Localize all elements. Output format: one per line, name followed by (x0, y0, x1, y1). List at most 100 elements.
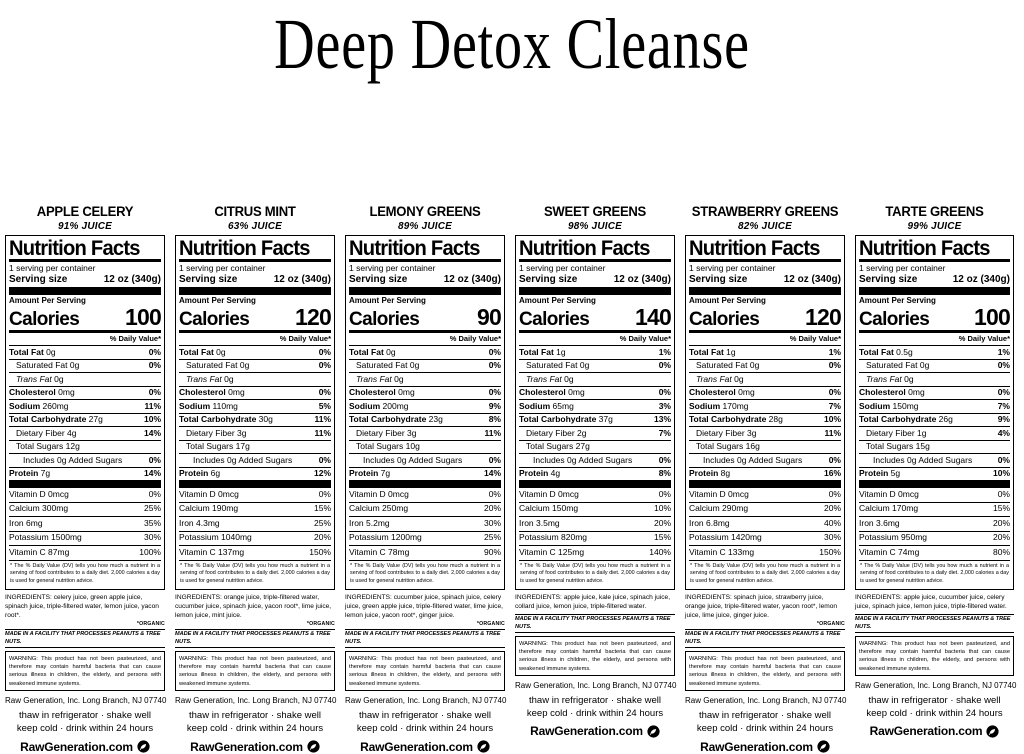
vitamin-row: Calcium 170mg 15% (859, 501, 1010, 516)
vitamin-row: Vitamin D 0mcg 0% (179, 488, 331, 501)
thick-divider (9, 286, 161, 295)
nutrient-daily-value: 0% (148, 360, 161, 371)
nutrient-row: Includes 0g Added Sugars 0% (519, 453, 671, 466)
nutrient-amount: 260mg (42, 400, 69, 411)
nutrient-daily-value: 1% (828, 346, 841, 357)
nutrient-daily-value: 0% (488, 387, 501, 398)
vitamin-label: Calcium 170mg (859, 503, 919, 514)
nutrient-name: Total Carbohydrate (349, 414, 427, 425)
vitamin-label: Iron 3.6mg (859, 517, 900, 528)
vitamin-row: Potassium 1420mg 30% (689, 530, 841, 545)
nutrition-facts-box: Nutrition Facts 1 serving per container Se… (855, 234, 1014, 590)
nutrient-amount: 0g (239, 360, 250, 371)
website-url[interactable]: RawGeneration.com (190, 739, 303, 754)
nutrient-name: Trans Fat (866, 373, 902, 384)
vitamin-row: Iron 5.2mg 30% (349, 516, 501, 530)
vitamin-row: Iron 6mg 35% (9, 516, 161, 530)
ingredients-heading: INGREDIENTS: (175, 593, 224, 601)
nutrition-label-panel: LEMONY GREENS 89% JUICE Nutrition Facts 1 s… (340, 204, 510, 754)
nutrient-name: Protein (9, 468, 39, 479)
vitamin-row: Vitamin C 74mg 80% (859, 545, 1010, 559)
nutrient-name: Cholesterol (859, 387, 906, 398)
nutrient-label: Saturated Fat 0g (16, 360, 79, 371)
amount-per-serving-label: Amount Per Serving (689, 295, 766, 305)
calories-label: Calories (689, 309, 760, 331)
nutrient-amount: 0mg (228, 387, 245, 398)
vitamin-row: Vitamin C 137mg 150% (179, 545, 331, 559)
flavor-name: STRAWBERRY GREENS (691, 204, 839, 219)
nutrient-amount: 3g (747, 427, 757, 438)
nutrient-row: Total Fat 0.5g 1% (859, 345, 1010, 358)
facility-allergen-note: MADE IN A FACILITY THAT PROCESSES PEANUT… (685, 628, 845, 649)
nutrient-daily-value: 14% (143, 427, 161, 438)
nutrient-daily-value: 9% (488, 400, 501, 411)
serving-size-value: 12 oz (340g) (952, 273, 1010, 285)
nutrient-name: Trans Fat (16, 373, 52, 384)
vitamin-row: Calcium 190mg 15% (179, 501, 331, 516)
website-url[interactable]: RawGeneration.com (700, 739, 813, 754)
serving-size-label: Serving size (689, 273, 748, 285)
nutrient-amount: 0g (734, 373, 744, 384)
nutrient-label: Includes 0g Added Sugars (873, 455, 972, 466)
website-url[interactable]: RawGeneration.com (869, 724, 983, 739)
website-url[interactable]: RawGeneration.com (20, 739, 133, 754)
vitamin-label: Calcium 190mg (179, 503, 239, 514)
vitamin-label: Vitamin D 0mcg (689, 488, 749, 499)
warning-box: WARNING: This product has not been paste… (515, 636, 675, 677)
ingredients-heading: INGREDIENTS: (345, 593, 394, 601)
nutrient-name: Cholesterol (179, 387, 226, 398)
nutrient-name: Includes 0g Added Sugars (873, 454, 973, 465)
nutrient-label: Total Fat 0g (9, 347, 56, 358)
nutrient-row: Total Carbohydrate 30g 11% (179, 412, 331, 426)
vitamin-label: Iron 6.8mg (689, 517, 730, 528)
nutrient-daily-value: 1% (997, 346, 1010, 357)
nutrient-row: Protein 8g 16% (689, 466, 841, 480)
nutrient-row: Cholesterol 0mg 0% (519, 385, 671, 399)
website-row: RawGeneration.com (515, 720, 675, 738)
nutrition-labels-row: APPLE CELERY 91% JUICE Nutrition Facts 1 se… (0, 204, 1024, 754)
website-url[interactable]: RawGeneration.com (360, 739, 473, 754)
vitamin-row: Iron 4.3mg 25% (179, 516, 331, 530)
nutrient-row: Includes 0g Added Sugars 0% (9, 453, 161, 466)
vitamin-label: Potassium 950mg (859, 532, 928, 543)
nutrient-name: Total Carbohydrate (9, 414, 87, 425)
nutrient-daily-value: 10% (992, 468, 1010, 479)
nutrient-daily-value: 14% (143, 468, 161, 479)
nutrient-name: Total Fat (179, 346, 214, 357)
vitamin-label: Vitamin D 0mcg (859, 488, 919, 499)
nutrient-daily-value: 7% (828, 400, 841, 411)
calories-label: Calories (859, 309, 930, 331)
vitamin-row: Vitamin D 0mcg 0% (519, 488, 671, 501)
thick-divider (519, 480, 671, 489)
nutrition-label-panel: TARTE GREENS 99% JUICE Nutrition Facts 1 se… (850, 204, 1019, 738)
calories-value: 90 (477, 304, 502, 331)
nutrient-name: Total Carbohydrate (179, 414, 257, 425)
nutrient-row: Saturated Fat 0g 0% (859, 358, 1010, 372)
nutrient-label: Protein 8g (689, 468, 730, 479)
website-row: RawGeneration.com (855, 720, 1014, 738)
vitamin-label: Iron 4.3mg (179, 517, 220, 528)
website-url[interactable]: RawGeneration.com (530, 724, 643, 739)
nutrient-row: Trans Fat 0g (349, 372, 501, 385)
ingredients-heading: INGREDIENTS: (515, 593, 564, 601)
nutrient-amount: 37g (598, 414, 613, 425)
ingredients-text: INGREDIENTS: orange juice, triple-filter… (175, 590, 335, 621)
thick-divider (179, 286, 331, 295)
nutrient-daily-value: 11% (314, 427, 331, 438)
nutrient-name: Saturated Fat (16, 360, 68, 371)
ingredients-list: spinach juice, strawberry juice, orange … (685, 593, 838, 619)
nutrient-row: Total Carbohydrate 26g 9% (859, 412, 1010, 426)
nutrient-daily-value: 0% (997, 360, 1010, 371)
website-row: RawGeneration.com (175, 736, 335, 754)
vitamin-daily-value: 35% (143, 517, 161, 528)
vitamin-row: Vitamin D 0mcg 0% (689, 488, 841, 501)
nutrient-amount: 5g (890, 468, 901, 479)
nutrient-amount: 3g (237, 427, 247, 438)
vitamin-label: Vitamin C 74mg (859, 546, 920, 557)
nutrient-daily-value: 16% (823, 468, 841, 479)
nutrient-amount: 1g (917, 427, 927, 438)
daily-value-footnote: * The % Daily Value (DV) tells you how m… (179, 559, 331, 587)
nutrient-row: Protein 7g 14% (9, 466, 161, 480)
nutrient-daily-value: 3% (658, 400, 671, 411)
vitamin-row: Potassium 1200mg 25% (349, 530, 501, 545)
